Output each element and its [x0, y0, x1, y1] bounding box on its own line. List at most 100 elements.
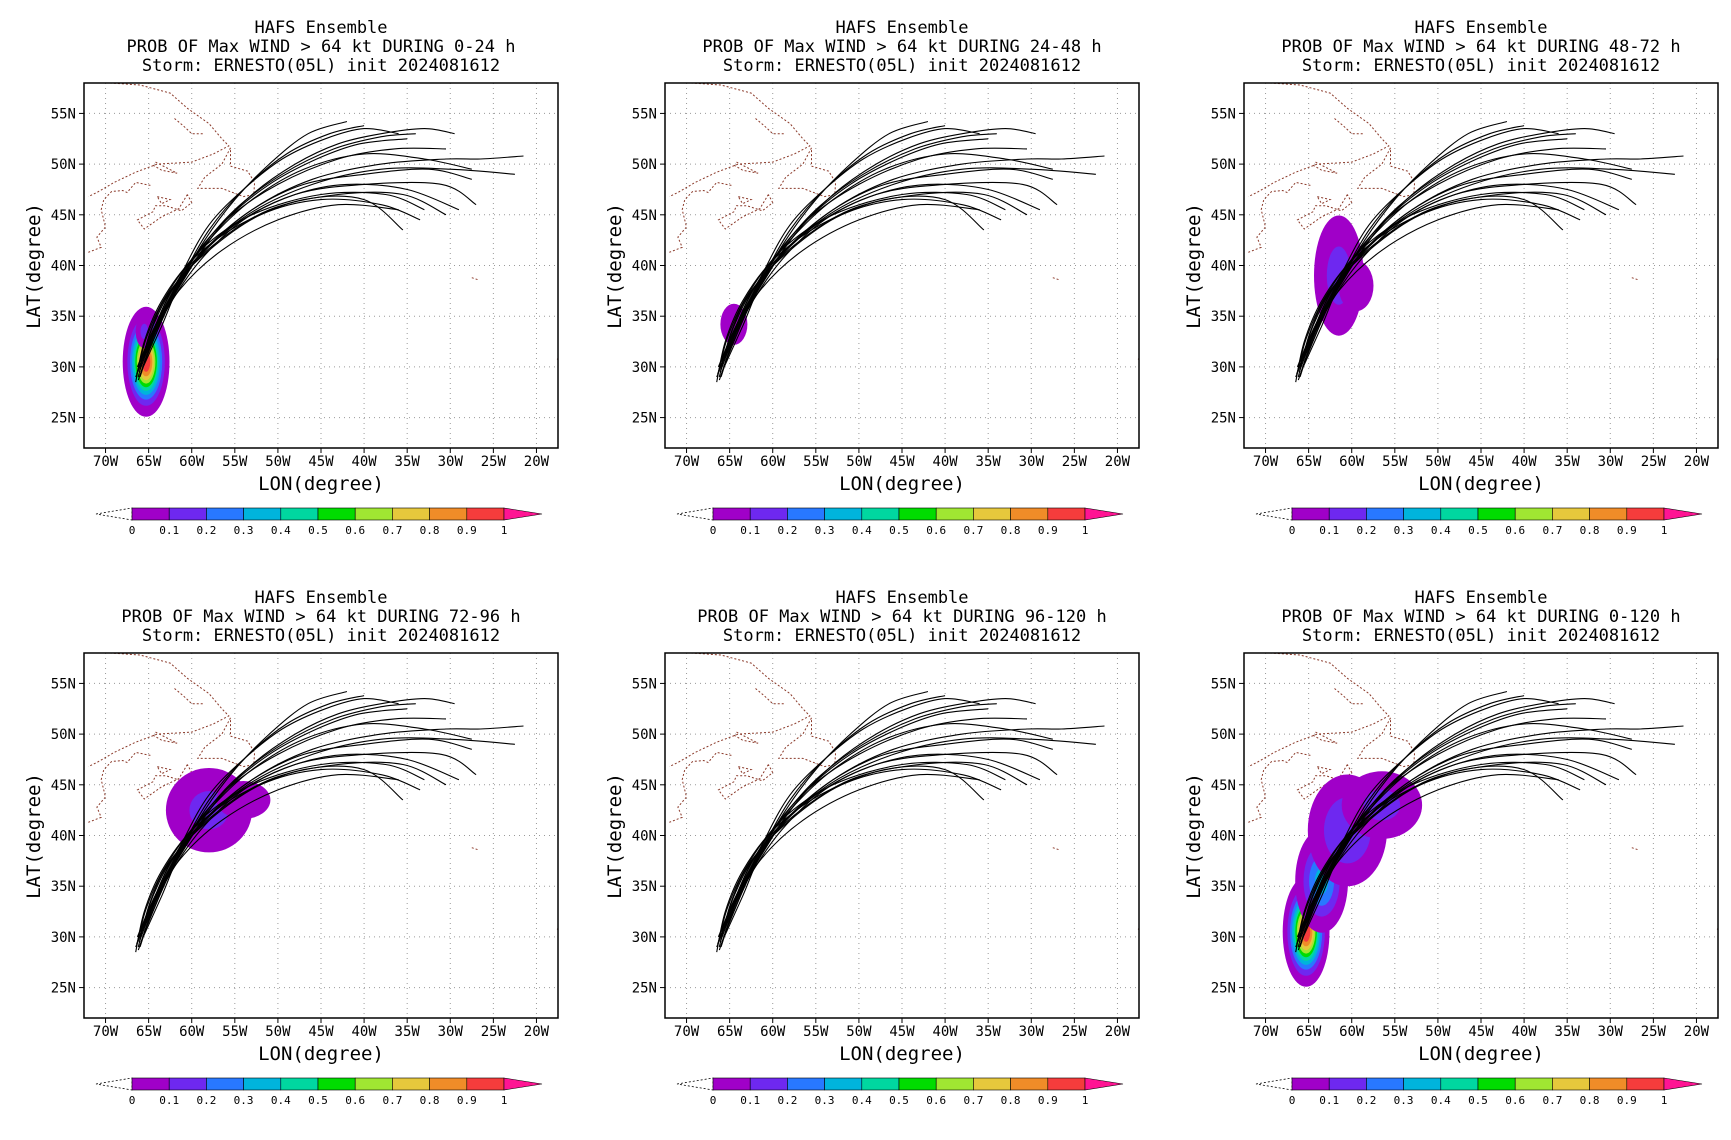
colorbar-segment — [429, 507, 468, 521]
colorbar-segment — [898, 1077, 937, 1091]
colorbar-tick-label: 0.8 — [1580, 1094, 1600, 1107]
colorbar-segment — [1477, 507, 1516, 521]
coastline — [136, 764, 193, 800]
coastlines — [669, 83, 1139, 361]
y-tick-label: 40N — [632, 259, 657, 275]
coastline — [669, 653, 811, 768]
colorbar: 0 0.1 0.2 0.3 0.4 0.5 0.6 0.7 0.8 0.9 1 — [676, 1077, 1124, 1107]
colorbar-over-triangle — [503, 507, 543, 521]
x-tick-label: 45W — [889, 1024, 915, 1040]
colorbar-segment — [749, 1077, 788, 1091]
colorbar-segment — [935, 1077, 974, 1091]
y-tick-label: 35N — [632, 309, 657, 325]
colorbar-over-triangle — [1084, 1077, 1124, 1091]
y-tick-label: 25N — [51, 411, 76, 427]
colorbar-tick-label: 1 — [1661, 524, 1668, 537]
x-tick-label: 50W — [1425, 1024, 1451, 1040]
colorbar-segment — [206, 1077, 244, 1091]
colorbar-under-triangle — [676, 507, 714, 521]
colorbar-under-triangle — [1255, 1077, 1293, 1091]
y-tick-label: 45N — [1211, 778, 1236, 794]
track-line — [720, 128, 1036, 378]
track-line — [720, 191, 1028, 368]
gridlines — [1244, 83, 1718, 448]
chart-title-line3: Storm: ERNESTO(05L) init 2024081612 — [142, 56, 500, 76]
track-line — [1297, 153, 1632, 381]
colorbar-under-triangle — [95, 1077, 133, 1091]
colorbar-under-triangle — [1255, 507, 1293, 521]
y-tick-label: 40N — [51, 259, 76, 275]
colorbar-segment — [1010, 507, 1049, 521]
colorbar-tick-label: 0.5 — [889, 524, 909, 537]
coastline — [174, 118, 205, 135]
colorbar-segment — [392, 1077, 430, 1091]
chart-title-line1: HAFS Ensemble — [1414, 588, 1547, 608]
x-tick-label: 30W — [438, 1024, 464, 1040]
ensemble-tracks — [716, 120, 1105, 383]
x-tick-label: 50W — [1425, 454, 1451, 470]
colorbar-tick-label: 0.7 — [382, 524, 402, 537]
track-line — [1297, 198, 1581, 378]
chart-title-line1: HAFS Ensemble — [254, 18, 387, 38]
track-line — [724, 183, 1041, 360]
colorbar-tick-label: 0 — [710, 524, 717, 537]
gridlines — [84, 83, 558, 448]
coastline — [196, 717, 256, 768]
ensemble-tracks — [135, 690, 524, 953]
colorbar-segment — [1514, 1077, 1553, 1091]
y-tick-label: 35N — [51, 309, 76, 325]
colorbar-tick-label: 0.4 — [1431, 1094, 1451, 1107]
track-line — [717, 168, 1053, 375]
x-tick-label: 30W — [1598, 1024, 1624, 1040]
colorbar-tick-label: 0.7 — [1542, 1094, 1562, 1107]
gridlines — [665, 653, 1139, 1018]
chart-title-line1: HAFS Ensemble — [835, 588, 968, 608]
colorbar-tick-label: 0.1 — [1319, 524, 1339, 537]
x-tick-label: 60W — [179, 454, 205, 470]
y-tick-label: 55N — [1211, 106, 1236, 122]
y-tick-label: 35N — [1211, 309, 1236, 325]
coastline — [1296, 194, 1353, 230]
x-axis-label: LON(degree) — [839, 1043, 965, 1065]
colorbar-tick-label: 0.9 — [457, 1094, 477, 1107]
x-tick-label: 55W — [222, 1024, 248, 1040]
chart-title: PROB OF Max WIND > 64 kt DURING 48-72 h — [1281, 37, 1680, 57]
plot-area — [665, 653, 1139, 1018]
track-line — [723, 125, 946, 368]
x-axis-label: LON(degree) — [839, 473, 965, 495]
colorbar-tick-label: 0 — [129, 1094, 136, 1107]
coastline — [1312, 731, 1338, 744]
colorbar-segment — [1047, 1077, 1086, 1091]
y-tick-label: 50N — [632, 727, 657, 743]
colorbar-tick-label: 0.3 — [815, 524, 835, 537]
track-line — [139, 761, 447, 938]
colorbar-segment — [1291, 1077, 1330, 1091]
y-tick-label: 25N — [1211, 981, 1236, 997]
track-line — [1299, 167, 1675, 363]
chart-title: PROB OF Max WIND > 64 kt DURING 0-120 h — [1281, 607, 1680, 627]
colorbar-tick-label: 0.2 — [196, 1094, 216, 1107]
y-tick-label: 25N — [632, 981, 657, 997]
colorbar-tick-label: 0.3 — [234, 1094, 254, 1107]
colorbar-segment — [354, 507, 393, 521]
x-tick-label: 20W — [1105, 1024, 1131, 1040]
track-line — [137, 153, 472, 381]
track-line — [1296, 738, 1632, 945]
x-tick-label: 70W — [674, 1024, 700, 1040]
track-line — [1299, 761, 1607, 938]
x-tick-label: 55W — [803, 1024, 829, 1040]
colorbar-over-triangle — [1084, 507, 1124, 521]
colorbar-segment — [861, 1077, 900, 1091]
y-tick-label: 55N — [1211, 676, 1236, 692]
colorbar-segment — [898, 507, 937, 521]
x-tick-label: 55W — [1382, 454, 1408, 470]
x-tick-label: 35W — [976, 1024, 1002, 1040]
chart-title-line1: HAFS Ensemble — [1414, 18, 1547, 38]
colorbar-tick-label: 0 — [1289, 524, 1296, 537]
track-line — [140, 690, 348, 943]
coastline — [777, 717, 837, 768]
coastline — [1316, 766, 1332, 775]
